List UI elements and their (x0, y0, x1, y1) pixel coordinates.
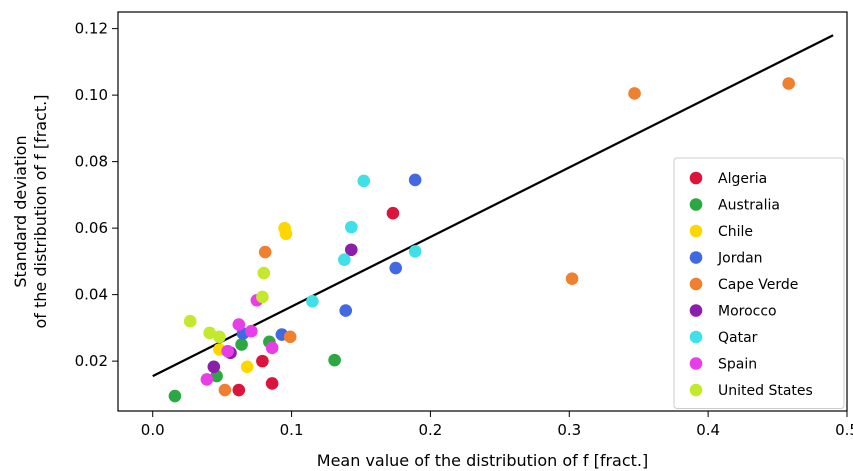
data-point-chile (240, 360, 254, 374)
legend-label-cape-verde: Cape Verde (718, 277, 798, 293)
data-point-australia (168, 389, 182, 403)
data-point-qatar (344, 220, 358, 234)
y-tick-label: 0.08 (75, 153, 108, 171)
legend-marker-qatar (689, 330, 703, 344)
legend-label-australia: Australia (718, 198, 780, 214)
trend-layer (152, 34, 834, 378)
data-point-qatar (306, 294, 319, 308)
data-point-australia (328, 353, 341, 367)
y-axis-title-line-1: Standard deviation (11, 135, 30, 287)
legend-marker-chile (689, 224, 703, 238)
data-point-cape-verde (628, 87, 641, 100)
x-tick-label: 0.3 (557, 421, 581, 439)
x-axis-title: Mean value of the distribution of f [fra… (317, 451, 648, 470)
data-point-united-states (213, 330, 226, 344)
legend-label-qatar: Qatar (718, 330, 758, 346)
x-axis-ticks: 0.0 0.1 0.2 0.3 0.4 0.5 (141, 411, 853, 439)
x-tick-label: 0.4 (696, 421, 720, 439)
data-point-qatar (338, 253, 351, 267)
data-point-qatar (357, 174, 371, 188)
legend-marker-cape-verde (689, 277, 703, 291)
data-point-cape-verde (782, 77, 795, 90)
data-point-spain (200, 373, 214, 386)
data-point-united-states (257, 266, 271, 280)
legend-marker-morocco (689, 304, 703, 317)
data-point-cape-verde (218, 383, 232, 397)
data-point-spain (221, 344, 234, 358)
legend: Algeria Australia Chile Jordan Cape Verde Mor… (673, 157, 845, 409)
y-tick-label: 0.04 (75, 286, 108, 304)
y-axis-ticks: 0.02 0.04 0.06 0.08 0.10 0.12 (75, 20, 118, 370)
data-point-cape-verde (258, 245, 272, 259)
data-point-morocco (344, 243, 358, 257)
legend-label-spain: Spain (718, 357, 757, 373)
legend-label-chile: Chile (718, 224, 753, 240)
data-point-spain (245, 324, 258, 338)
data-point-united-states (203, 326, 216, 340)
x-tick-label: 0.0 (141, 421, 165, 439)
data-point-spain (232, 318, 246, 331)
legend-marker-australia (689, 198, 703, 211)
data-point-spain (265, 341, 279, 355)
data-point-algeria (386, 206, 400, 220)
data-point-cape-verde (565, 272, 579, 285)
data-point-australia (235, 338, 248, 351)
data-point-algeria (232, 383, 246, 397)
data-point-algeria (256, 354, 269, 368)
data-point-qatar (408, 245, 422, 258)
y-tick-label: 0.06 (75, 219, 108, 237)
legend-marker-algeria (689, 171, 703, 185)
data-point-jordan (389, 261, 403, 275)
x-tick-label: 0.1 (280, 421, 304, 439)
legend-label-jordan: Jordan (717, 251, 763, 267)
legend-label-united-states: United States (718, 383, 813, 399)
data-point-cape-verde (283, 330, 297, 344)
legend-label-morocco: Morocco (718, 304, 777, 320)
legend-marker-spain (689, 357, 703, 370)
data-point-morocco (207, 360, 221, 374)
data-point-chile (279, 227, 293, 241)
plot-frame (117, 11, 848, 412)
trend-line (152, 34, 834, 378)
y-tick-label: 0.02 (75, 352, 108, 370)
data-point-united-states (183, 314, 197, 328)
y-tick-label: 0.12 (75, 20, 108, 38)
y-axis-title-line-2: of the distribution of f [fract.] (31, 95, 50, 329)
legend-box (673, 157, 845, 409)
x-tick-label: 0.2 (418, 421, 442, 439)
data-point-jordan (339, 304, 353, 317)
data-point-united-states (256, 290, 269, 304)
points-layer (168, 77, 795, 403)
x-tick-label: 0.5 (835, 421, 853, 439)
legend-marker-jordan (689, 251, 703, 264)
legend-marker-united-states (689, 383, 703, 397)
legend-label-algeria: Algeria (718, 171, 767, 187)
data-point-jordan (408, 173, 422, 187)
data-point-algeria (265, 377, 279, 390)
y-tick-label: 0.10 (75, 86, 108, 104)
